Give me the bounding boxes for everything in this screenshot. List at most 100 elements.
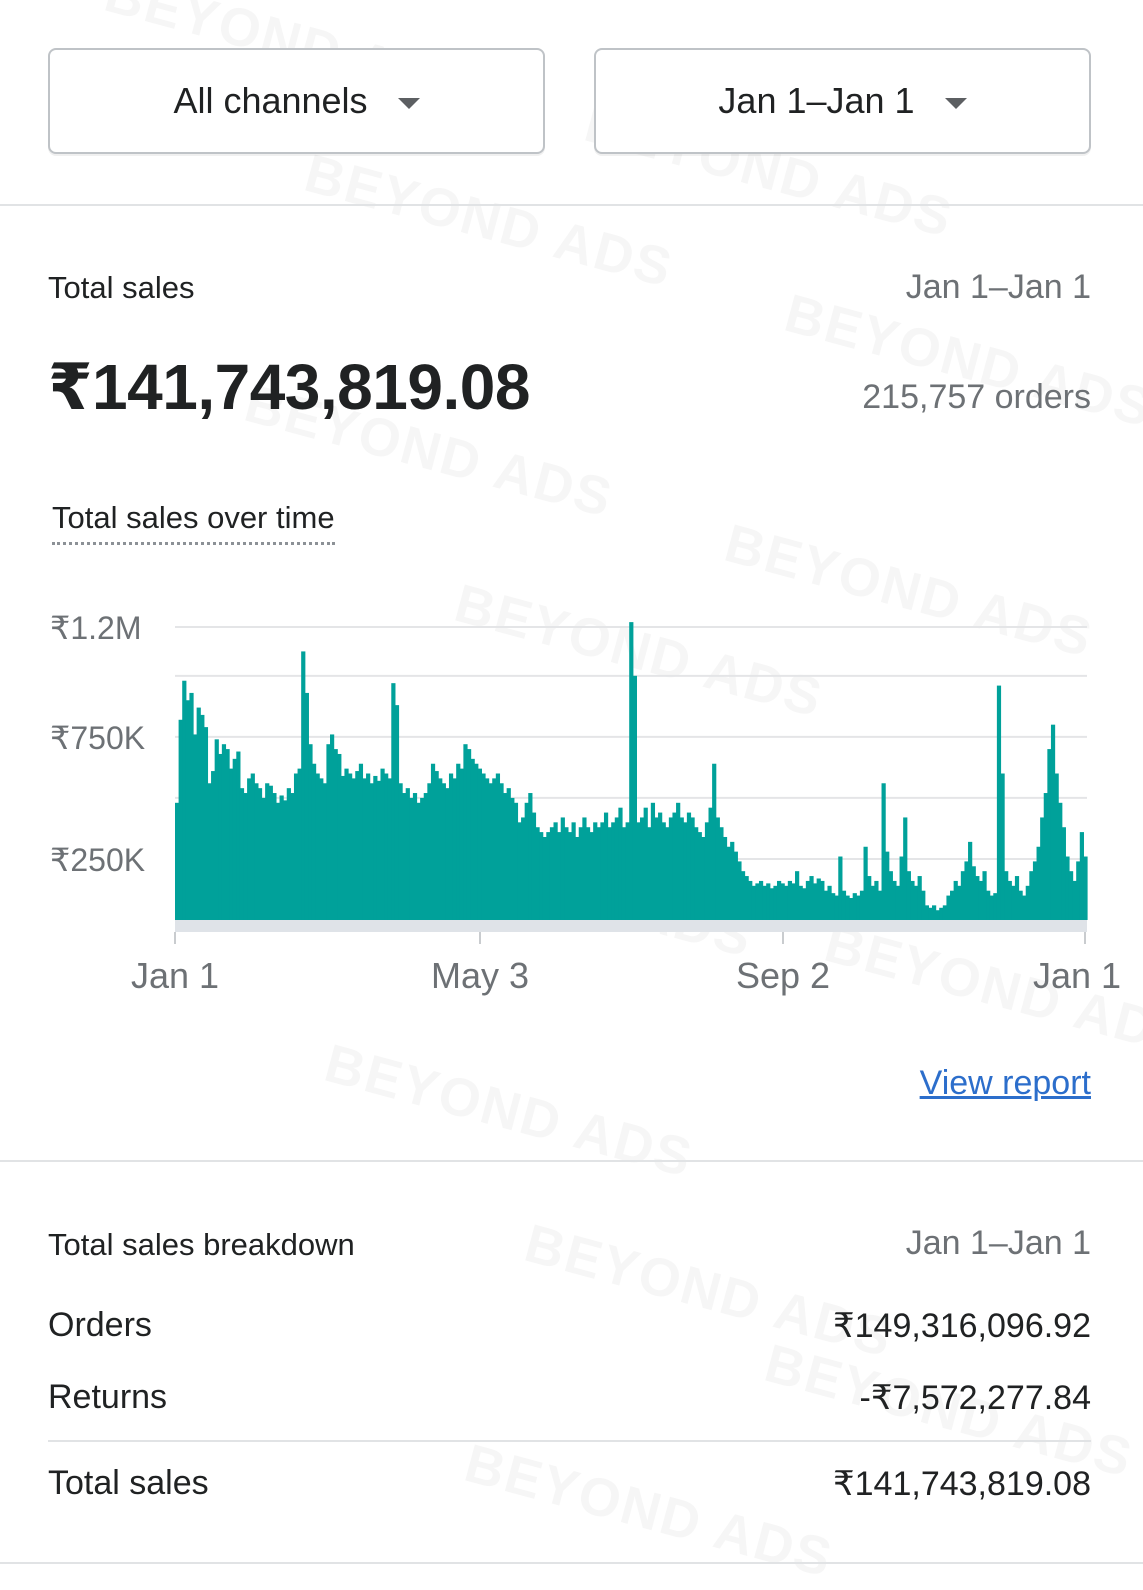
x-axis-baseline — [175, 920, 1087, 932]
area-bar — [712, 763, 717, 920]
area-bar — [953, 880, 958, 920]
area-bar — [398, 783, 403, 920]
area-bar — [1032, 861, 1038, 920]
area-bar — [906, 871, 911, 920]
area-bar — [452, 778, 457, 920]
area-bar — [913, 885, 919, 920]
area-bar — [1018, 890, 1023, 920]
breakdown-row-label: Orders — [48, 1306, 152, 1344]
area-bar — [225, 749, 230, 920]
area-bar — [268, 785, 273, 920]
area-bar — [885, 851, 890, 920]
area-bar — [326, 744, 331, 920]
area-bar — [351, 778, 356, 920]
area-bar — [344, 768, 349, 920]
watermark-text: BEYOND ADS — [458, 1432, 839, 1590]
area-bar — [575, 836, 580, 920]
area-bar — [603, 812, 609, 920]
area-bar — [859, 890, 865, 920]
area-bar — [495, 773, 501, 920]
area-bar — [315, 773, 320, 920]
view-report-link[interactable]: View report — [919, 1064, 1091, 1102]
y-axis-labels: ₹1.2M ₹750K ₹250K — [50, 610, 145, 878]
area-bar — [596, 827, 601, 920]
area-bar — [366, 773, 371, 920]
chart-title[interactable]: Total sales over time — [52, 500, 335, 545]
area-bar — [928, 907, 933, 920]
area-bar — [719, 827, 724, 920]
area-bar — [658, 812, 663, 920]
area-bar — [232, 758, 237, 920]
area-bar — [903, 817, 908, 920]
area-bar — [229, 768, 234, 920]
area-bar — [355, 771, 360, 920]
area-bar — [863, 846, 868, 920]
area-bar — [571, 822, 576, 920]
area-bar — [704, 822, 710, 920]
area-bar — [290, 793, 295, 920]
area-bar — [402, 793, 407, 920]
area-bar — [802, 888, 807, 920]
area-bar — [686, 812, 692, 920]
area-bar — [694, 827, 699, 920]
area-bar — [1058, 802, 1063, 920]
area-bar — [463, 744, 468, 920]
area-bar — [744, 876, 749, 920]
area-bar — [319, 778, 324, 920]
area-bar — [611, 822, 616, 920]
area-bar — [960, 871, 966, 920]
area-bar — [301, 651, 306, 920]
area-bar — [834, 895, 839, 920]
area-bar — [553, 822, 558, 920]
area-bar — [549, 827, 555, 920]
area-bar — [870, 885, 875, 920]
area-bar — [1036, 846, 1041, 920]
area-bar — [513, 802, 519, 920]
area-bar — [560, 817, 565, 920]
area-bar — [769, 888, 774, 920]
date-range-button[interactable]: Jan 1–Jan 1 — [594, 48, 1091, 154]
area-bar — [293, 773, 299, 920]
area-bar — [448, 773, 454, 920]
area-bar — [910, 880, 915, 920]
area-bar — [798, 885, 803, 920]
area-bar — [221, 744, 227, 920]
area-bar — [1011, 885, 1016, 920]
area-bar — [614, 817, 619, 920]
area-bar — [643, 807, 648, 920]
area-bar — [993, 893, 998, 920]
area-bar — [265, 783, 270, 920]
breakdown-title: Total sales breakdown — [48, 1227, 355, 1262]
area-bar — [1065, 856, 1070, 920]
x-tick-label: Sep 2 — [736, 955, 830, 996]
area-bar — [849, 898, 854, 920]
area-bar — [939, 907, 944, 920]
area-bar — [405, 788, 410, 920]
area-bar — [1022, 895, 1027, 920]
breakdown-row-label: Returns — [48, 1378, 168, 1416]
area-bar — [506, 788, 511, 920]
area-bar — [780, 883, 785, 921]
area-bar — [730, 841, 735, 920]
area-bar — [737, 861, 742, 920]
area-bar — [892, 880, 897, 920]
area-bar — [856, 895, 861, 920]
area-bar — [924, 905, 929, 920]
area-bar — [805, 880, 811, 920]
area-bar — [254, 783, 259, 920]
area-bar — [261, 797, 266, 920]
area-bar — [654, 817, 659, 920]
area-bar — [935, 910, 940, 920]
area-bar — [542, 836, 547, 920]
area-bar — [369, 783, 374, 920]
area-bar — [676, 802, 681, 920]
area-bar — [784, 885, 789, 920]
area-bar — [585, 827, 591, 920]
breakdown-row-value: -₹7,572,277.84 — [859, 1379, 1091, 1417]
area-bar — [412, 793, 418, 920]
area-bar — [214, 739, 219, 920]
area-bar — [733, 851, 738, 920]
channel-filter-button[interactable]: All channels — [48, 48, 545, 154]
area-bar — [488, 783, 493, 920]
area-bar — [831, 893, 836, 920]
